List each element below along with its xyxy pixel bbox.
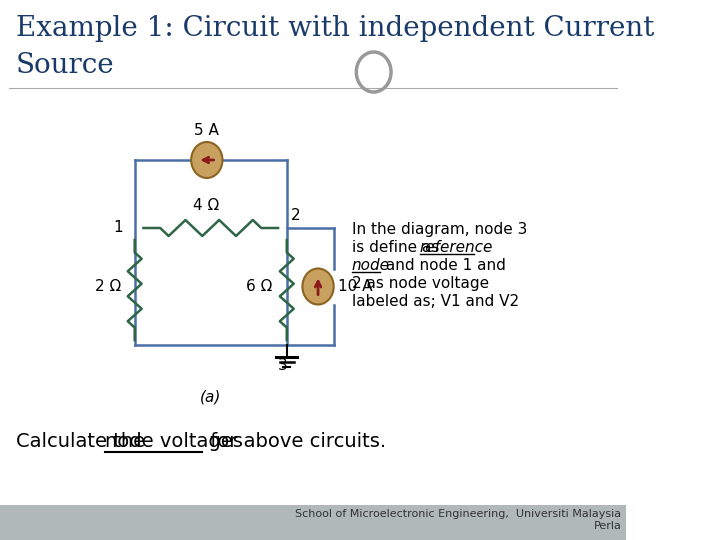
- Text: 6 Ω: 6 Ω: [246, 279, 272, 294]
- Text: Calculate the: Calculate the: [16, 432, 151, 451]
- Text: 4 Ω: 4 Ω: [193, 198, 220, 213]
- FancyBboxPatch shape: [0, 505, 626, 540]
- Text: labeled as; V1 and V2: labeled as; V1 and V2: [352, 294, 519, 309]
- Text: reference: reference: [420, 240, 493, 255]
- Text: is define as: is define as: [352, 240, 444, 255]
- Text: Source: Source: [16, 52, 114, 79]
- Circle shape: [302, 268, 333, 305]
- Text: In the diagram, node 3: In the diagram, node 3: [352, 222, 527, 237]
- Text: 5 A: 5 A: [194, 123, 220, 138]
- Text: and node 1 and: and node 1 and: [382, 258, 506, 273]
- Text: 2 as node voltage: 2 as node voltage: [352, 276, 489, 291]
- Text: 10 A: 10 A: [338, 279, 372, 294]
- Text: Example 1: Circuit with independent Current: Example 1: Circuit with independent Curr…: [16, 15, 654, 42]
- Text: for above circuits.: for above circuits.: [204, 432, 387, 451]
- Text: 2: 2: [291, 208, 301, 224]
- Circle shape: [192, 142, 222, 178]
- Text: 1: 1: [114, 220, 123, 235]
- Text: School of Microelectronic Engineering,  Universiti Malaysia
Perla: School of Microelectronic Engineering, U…: [295, 509, 621, 531]
- Text: 3: 3: [277, 358, 287, 373]
- Text: node voltages: node voltages: [105, 432, 243, 451]
- Text: node: node: [352, 258, 390, 273]
- Text: (a): (a): [200, 390, 222, 405]
- Text: 2 Ω: 2 Ω: [96, 279, 122, 294]
